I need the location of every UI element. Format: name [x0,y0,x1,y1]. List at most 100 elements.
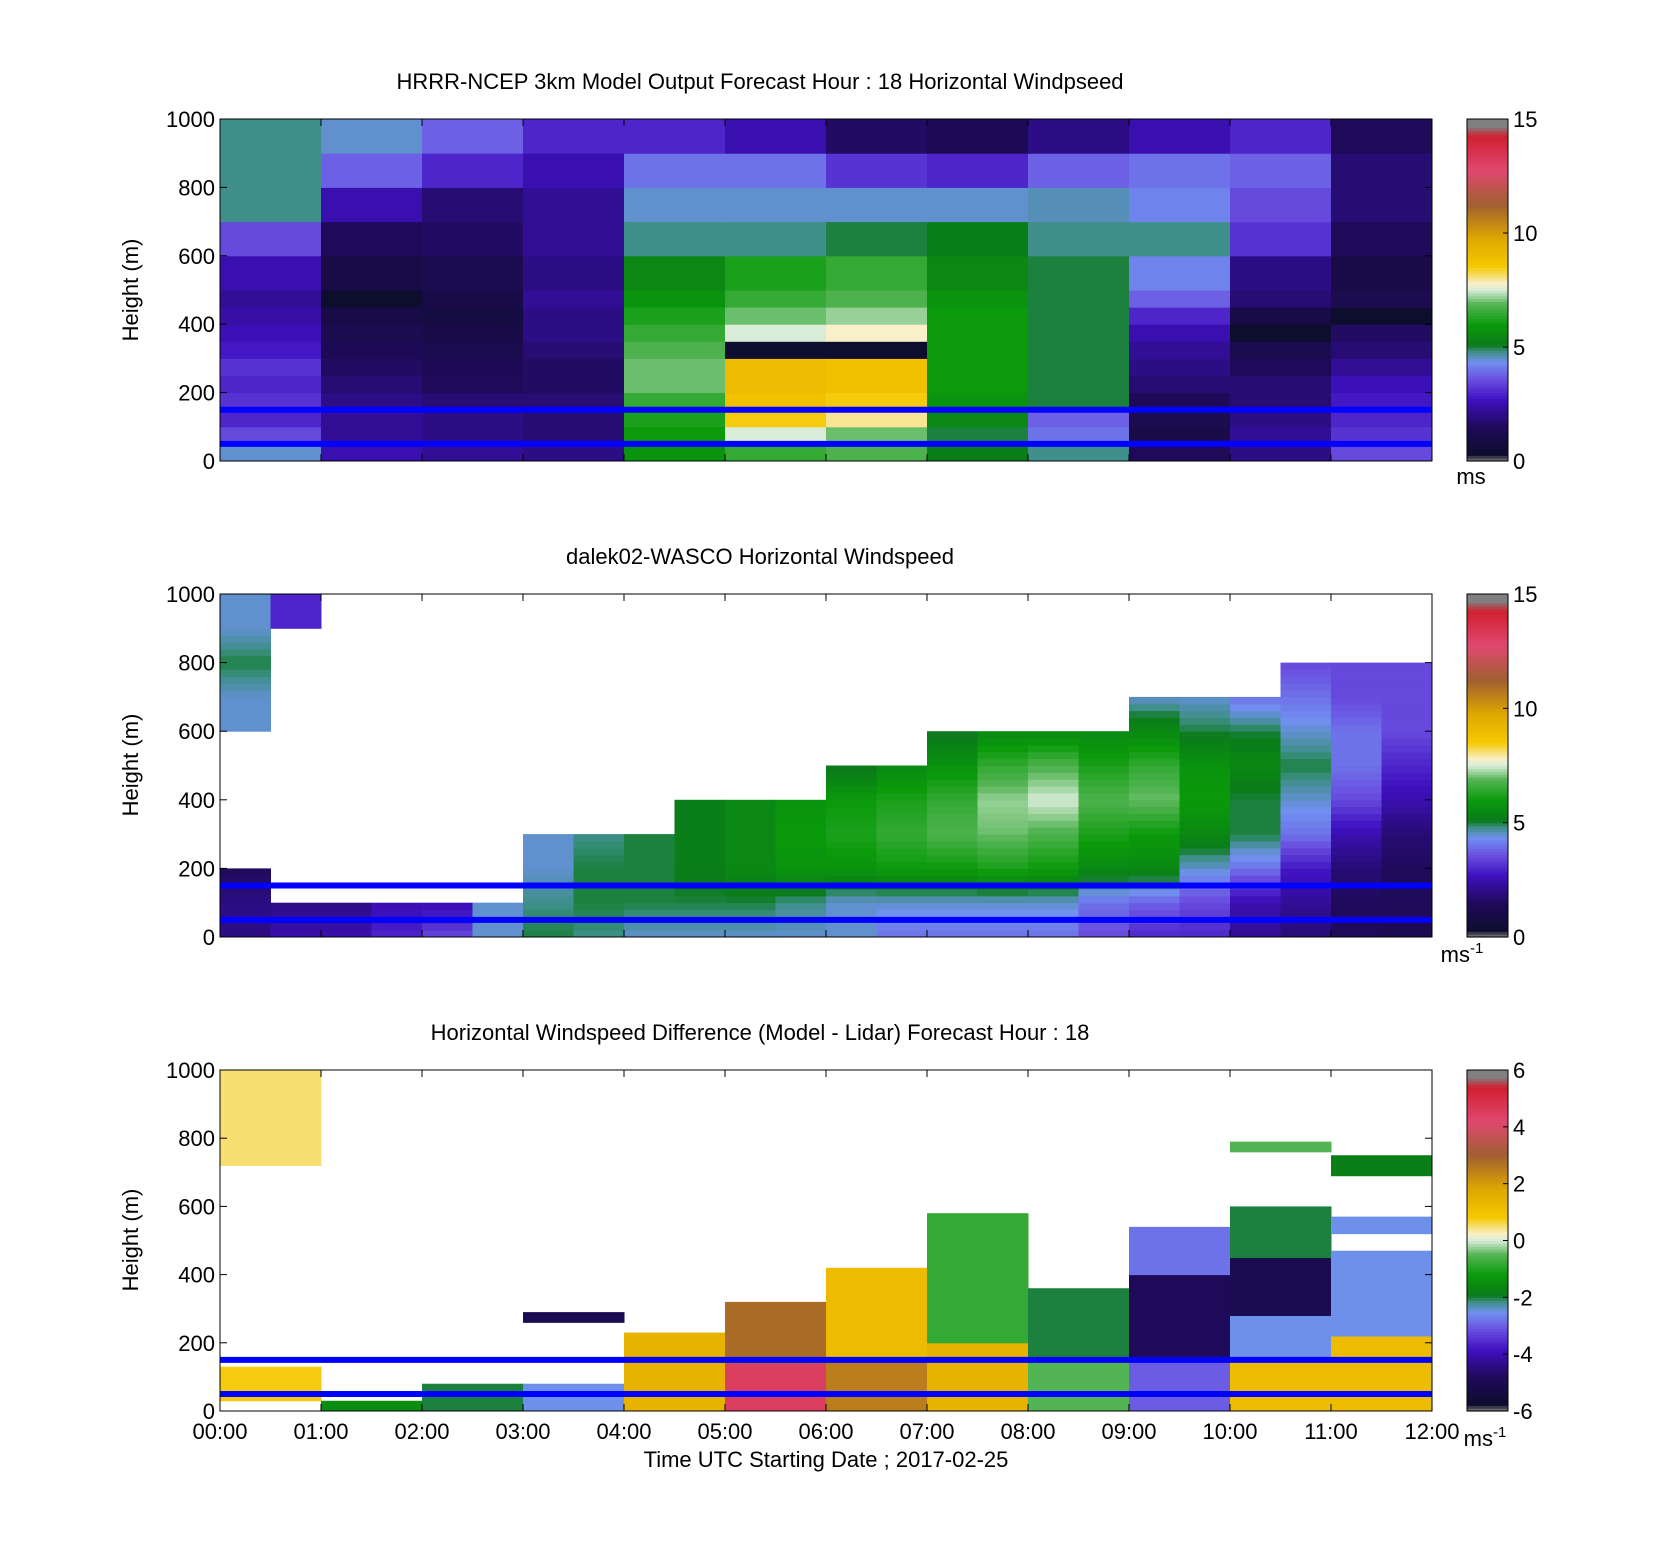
colorbar-segment [1467,788,1508,792]
colorbar-segment [1467,1328,1508,1333]
heatmap-cell [674,909,726,917]
heatmap-cell [1230,255,1332,291]
heatmap-cell [876,868,928,876]
heatmap-cell [1028,290,1130,308]
colorbar-segment [1467,1391,1508,1395]
heatmap-cell [1028,827,1079,835]
heatmap-cell [1028,902,1079,911]
heatmap-cell [1129,861,1180,869]
heatmap-cell [1129,923,1180,931]
heatmap-cell [472,902,524,911]
heatmap-cell [422,255,524,291]
heatmap-cell [1230,341,1332,359]
heatmap-cell [422,375,524,394]
colorbar-segment [1467,874,1508,878]
heatmap-cell [927,187,1029,223]
heatmap-cell [1381,895,1433,904]
heatmap-cell [1129,358,1231,376]
heatmap-cell [1129,847,1180,856]
colorbar-segment [1467,1268,1508,1273]
heatmap-cell [826,861,877,869]
heatmap-cell [1331,392,1433,411]
heatmap-cell [927,744,978,753]
heatmap-cell [1179,888,1231,897]
heatmap-cell [1331,255,1433,291]
colorbar-segment [1467,668,1508,672]
heatmap-cell [220,594,271,602]
colorbar-segment [1467,304,1508,308]
heatmap-cell [1179,861,1231,869]
colorbar-segment [1467,127,1508,131]
heatmap-cell [422,290,524,308]
heatmap-cell [523,868,574,876]
colorbar-segment [1467,799,1508,804]
heatmap-cell [220,607,271,616]
colorbar-segment [1467,868,1508,872]
heatmap-cell [1129,902,1180,911]
colorbar-segment [1467,845,1508,849]
heatmap-cell [1078,792,1130,801]
heatmap-cell [927,868,978,876]
colorbar-segment [1467,808,1508,812]
heatmap-cell [1381,861,1433,869]
colorbar-segment [1467,392,1508,397]
heatmap-cell [1129,375,1231,394]
heatmap-cell [321,358,423,376]
colorbar-segment [1467,902,1508,907]
heatmap-cell [826,779,877,787]
colorbar-segment [1467,719,1508,724]
heatmap-cell [422,443,524,462]
colorbar-segment [1467,358,1508,362]
colorbar-tick-label: 15 [1513,107,1537,132]
heatmap-cell [927,307,1029,325]
colorbar-segment [1467,1155,1508,1159]
heatmap-cell [1381,847,1433,856]
heatmap-cell [523,426,625,445]
heatmap-cell [1230,820,1281,828]
colorbar-segment [1467,851,1508,855]
heatmap-cell [977,875,1029,883]
colorbar-segment [1467,1249,1508,1253]
colorbar-segment [1467,423,1508,428]
heatmap-cell [674,902,726,911]
heatmap-cell [1230,923,1281,931]
heatmap-cell [927,840,978,849]
heatmap-cell [1028,426,1130,445]
colorbar-segment [1467,756,1508,761]
heatmap-cell [927,792,978,801]
heatmap-cell [1280,710,1332,718]
heatmap-cell [220,358,322,376]
heatmap-cell [1129,806,1180,815]
colorbar: 0 5 10 15 [1466,582,1537,950]
colorbar-segment [1467,699,1508,704]
colorbar-segment [1467,928,1508,932]
heatmap-cell [422,392,524,411]
heatmap-cell [422,221,524,257]
colorbar-segment [1467,426,1508,431]
heatmap-cell [624,875,675,883]
colorbar-segment [1467,389,1508,394]
colorbar-segment [1467,250,1508,254]
heatmap-cell [1129,426,1231,445]
heatmap-cell [1230,153,1332,188]
heatmap-cell [725,358,827,376]
heatmap-cell [876,813,928,821]
colorbar-segment [1467,375,1508,379]
heatmap-cell [1028,786,1079,794]
colorbar-segment [1467,1266,1508,1270]
colorbar-segment [1467,344,1508,348]
heatmap-cell [775,923,827,931]
colorbar-segment [1467,1322,1508,1327]
colorbar-tick-label: 6 [1513,1058,1525,1083]
colorbar-segment [1467,896,1508,901]
heatmap-cell [1331,786,1382,794]
panel-lidar: dalek02-WASCO Horizontal Windspeed Heigh… [118,544,1537,967]
heatmap-cell [1028,443,1130,462]
colorbar-segment [1467,1158,1508,1162]
heatmap-cell [1078,923,1130,931]
x-tick-label: 00:00 [192,1419,247,1444]
colorbar-segment [1467,312,1508,317]
colorbar-segment [1467,270,1508,274]
heatmap-cell [220,888,271,897]
